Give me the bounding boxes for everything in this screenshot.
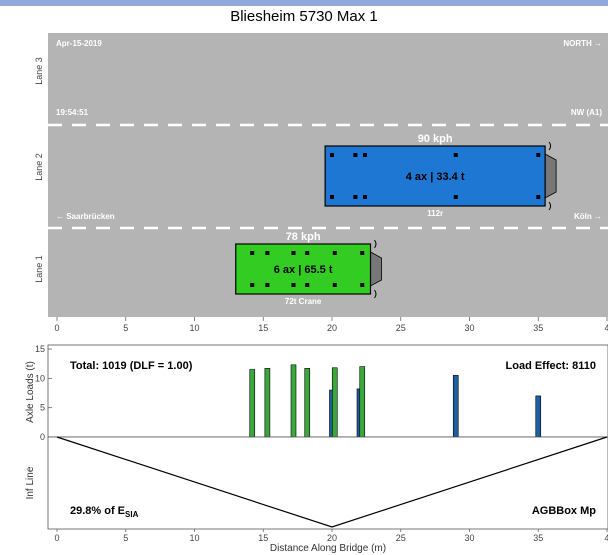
vehicle-label: 4 ax | 33.4 t bbox=[406, 171, 465, 183]
wheel-marker-top bbox=[536, 153, 541, 157]
road-time: 19:54:51 bbox=[56, 108, 89, 117]
road-tick-label: 0 bbox=[54, 323, 59, 333]
vehicle-speed: 78 kph bbox=[286, 231, 321, 243]
wheel-marker-bottom bbox=[353, 195, 358, 199]
axle-y-tick-label: 10 bbox=[35, 373, 45, 383]
wheel-marker-top bbox=[291, 251, 296, 255]
wheel-marker-bottom bbox=[330, 195, 334, 199]
road-tick-label: 4 bbox=[604, 323, 608, 333]
total-text: Total: 1019 (DLF = 1.00) bbox=[70, 360, 193, 372]
vehicle-speed: 90 kph bbox=[418, 133, 453, 145]
wheel-marker-top bbox=[363, 153, 367, 157]
axle-load-bar bbox=[331, 367, 338, 438]
road-right-direction: Köln → bbox=[574, 212, 602, 221]
load-effect-text: Load Effect: 8110 bbox=[506, 360, 596, 372]
effect-name: AGBBox Mp bbox=[532, 505, 596, 517]
wheel-marker-top bbox=[360, 251, 365, 255]
inf-tick-label: 4 bbox=[604, 533, 608, 543]
axle-y-tick-label: 15 bbox=[35, 344, 45, 354]
wheel-marker-bottom bbox=[265, 283, 270, 287]
inf-tick-label: 0 bbox=[54, 533, 59, 543]
inf-y-label: Inf Line bbox=[25, 466, 36, 499]
wheel-marker-bottom bbox=[250, 283, 255, 287]
wheel-marker-top bbox=[453, 153, 458, 157]
inf-tick-label: 5 bbox=[123, 533, 128, 543]
vehicle-body bbox=[235, 243, 372, 295]
axle-y-tick-label: 5 bbox=[40, 403, 45, 413]
wheel-marker-top bbox=[353, 153, 358, 157]
wheel-marker-bottom bbox=[291, 283, 296, 287]
vehicle-cab bbox=[544, 153, 557, 199]
window-top-bar bbox=[0, 0, 608, 6]
pct-text: 29.8% of ESIA bbox=[70, 505, 139, 519]
vehicle-body bbox=[324, 145, 546, 207]
inf-panel-frame bbox=[47, 436, 608, 530]
wheel-marker-bottom bbox=[536, 195, 541, 199]
vehicle-cab bbox=[370, 251, 382, 287]
axle-y-label: Axle Loads (t) bbox=[25, 361, 36, 423]
wheel-marker-top bbox=[332, 251, 337, 255]
axle-load-bar bbox=[264, 368, 271, 438]
chart-title: Bliesheim 5730 Max 1 bbox=[230, 8, 378, 25]
road-tick-label: 10 bbox=[189, 323, 199, 333]
road-tick-label: 25 bbox=[396, 323, 406, 333]
lane-markings bbox=[48, 123, 608, 230]
axle-bars bbox=[249, 364, 542, 438]
wheel-marker-bottom bbox=[360, 283, 365, 287]
vehicle-label: 6 ax | 65.5 t bbox=[274, 264, 333, 276]
axle-load-bar bbox=[359, 366, 366, 438]
road-tick-label: 5 bbox=[123, 323, 128, 333]
axle-load-bar bbox=[535, 395, 542, 438]
lane-1-label: Lane 1 bbox=[34, 255, 44, 283]
vehicle-mirror-bottom bbox=[374, 289, 377, 299]
road-tick-label: 30 bbox=[464, 323, 474, 333]
vehicle-mirror-bottom bbox=[548, 201, 552, 211]
road-tick-label: 35 bbox=[533, 323, 543, 333]
axle-panel-frame bbox=[47, 344, 608, 438]
wheel-marker-bottom bbox=[305, 283, 310, 287]
wheel-marker-bottom bbox=[332, 283, 337, 287]
vehicle-2: 6 ax | 65.5 t 78 kph 72t Crane bbox=[235, 231, 382, 306]
vehicles-layer: 4 ax | 33.4 t 90 kph 112r 6 ax | 65.5 t 78 k… bbox=[235, 133, 557, 306]
axle-load-bar bbox=[304, 368, 311, 438]
road-route-label: NW (A1) bbox=[571, 108, 602, 117]
road-tick-label: 15 bbox=[258, 323, 268, 333]
lane-3-label: Lane 3 bbox=[34, 57, 44, 85]
wheel-marker-top bbox=[265, 251, 270, 255]
wheel-marker-top bbox=[250, 251, 255, 255]
inf-tick-label: 10 bbox=[189, 533, 199, 543]
inf-tick-label: 35 bbox=[533, 533, 543, 543]
inf-x-ticks: 0 5 10 15 20 25 30 35 4 bbox=[54, 529, 608, 543]
vehicle-mirror-top bbox=[548, 141, 552, 151]
axle-load-bar bbox=[249, 369, 256, 438]
axle-y-tick-label: 0 bbox=[40, 432, 45, 442]
vehicle-type: 72t Crane bbox=[285, 297, 322, 306]
vehicle-type: 112r bbox=[427, 209, 443, 218]
inf-tick-label: 15 bbox=[258, 533, 268, 543]
influence-line bbox=[56, 436, 608, 528]
wheel-marker-top bbox=[305, 251, 310, 255]
wheel-marker-bottom bbox=[453, 195, 458, 199]
road-tick-label: 20 bbox=[327, 323, 337, 333]
vehicle-1: 4 ax | 33.4 t 90 kph 112r bbox=[324, 133, 557, 218]
road-north-label: NORTH → bbox=[563, 39, 602, 48]
inf-tick-label: 20 bbox=[327, 533, 337, 543]
x-axis-label: Distance Along Bridge (m) bbox=[270, 543, 386, 554]
road-x-ticks: 0 5 10 15 20 25 30 35 4 bbox=[54, 317, 608, 333]
wheel-marker-top bbox=[330, 153, 334, 157]
inf-tick-label: 30 bbox=[464, 533, 474, 543]
wheel-marker-bottom bbox=[363, 195, 367, 199]
inf-tick-label: 25 bbox=[396, 533, 406, 543]
lane-2-label: Lane 2 bbox=[34, 153, 44, 181]
road-left-direction: ← Saarbrücken bbox=[56, 212, 115, 221]
axle-load-bar bbox=[452, 375, 459, 438]
road-date: Apr-15-2019 bbox=[56, 39, 102, 48]
vehicle-mirror-top bbox=[374, 239, 377, 249]
axle-load-bar bbox=[290, 364, 297, 438]
